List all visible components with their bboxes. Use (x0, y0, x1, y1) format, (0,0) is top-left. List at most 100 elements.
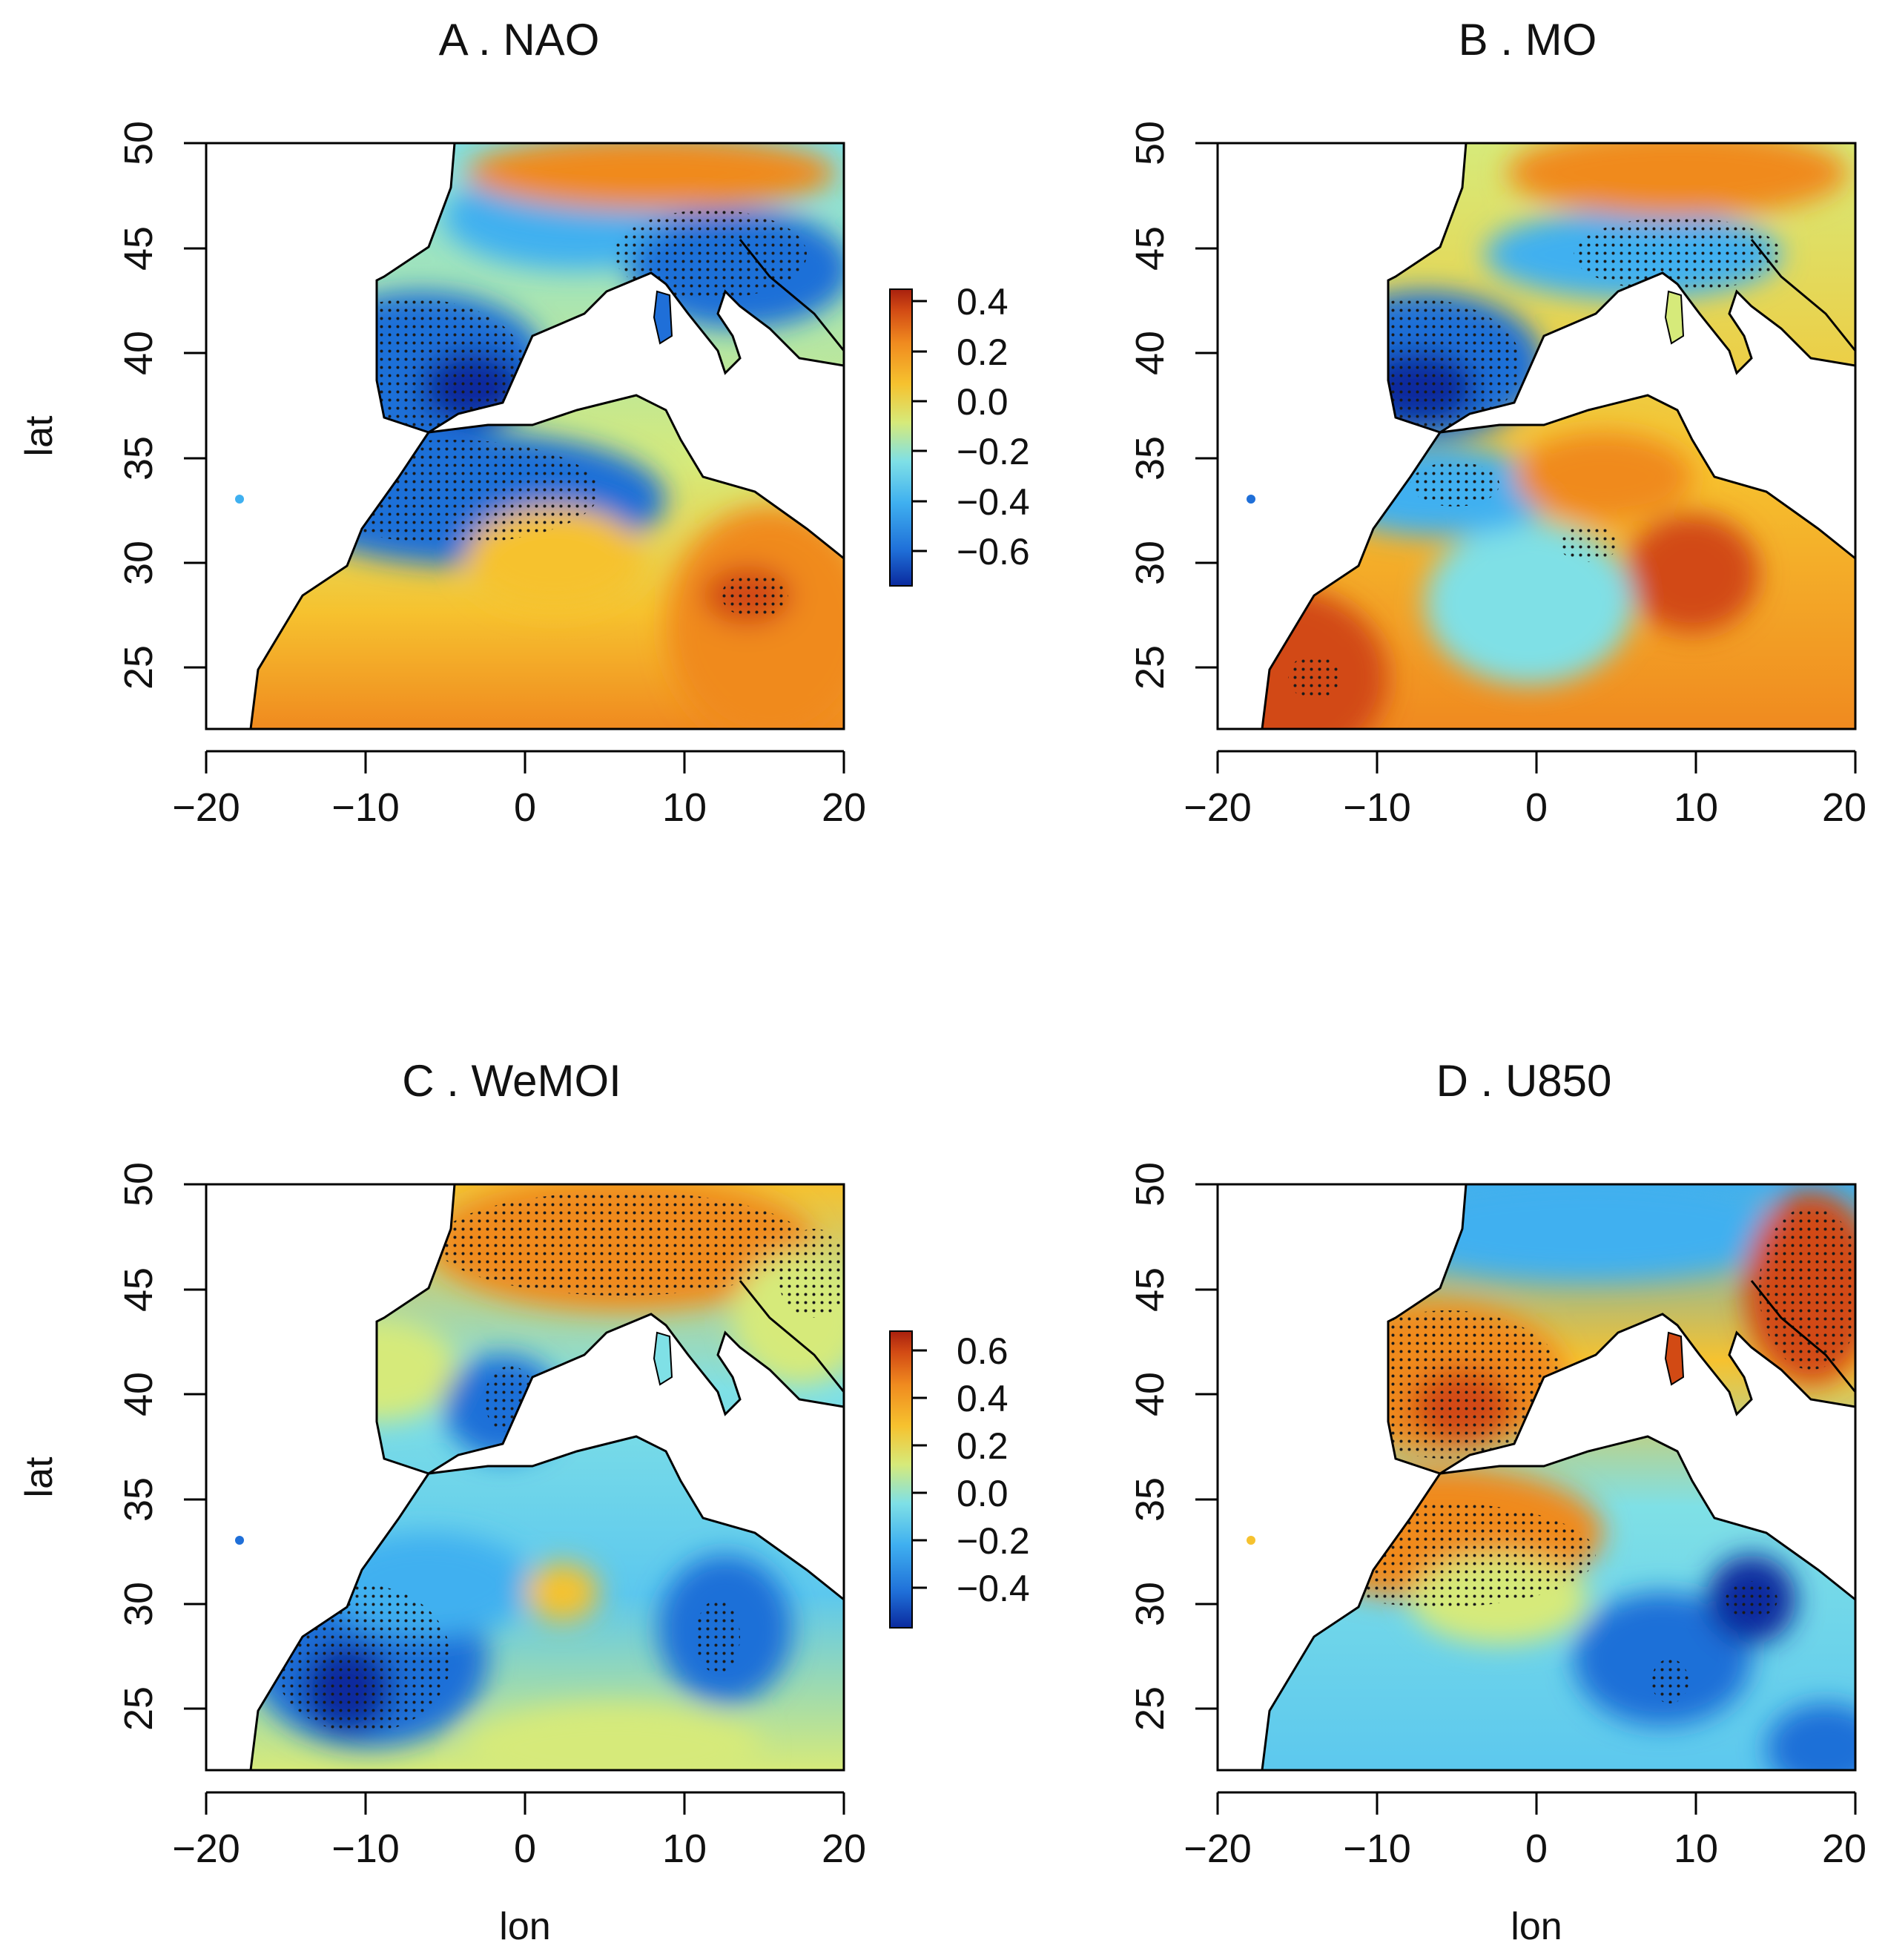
colorbar-tick-label: 0.0 (957, 1473, 1008, 1514)
y-axis-title: lat (18, 415, 61, 456)
y-tick-label: 45 (116, 226, 161, 271)
y-tick-label: 25 (116, 645, 161, 690)
y-tick-label: 30 (116, 1582, 161, 1626)
x-axis-title: lon (1511, 1905, 1562, 1948)
island-sardinia (1664, 290, 1685, 345)
stipple-france (436, 1192, 807, 1296)
y-axis: 25 30 35 40 45 50 (1128, 121, 1219, 729)
anomaly-libya (1625, 514, 1759, 633)
anomaly-algeria (1514, 432, 1692, 521)
x-tick-label: 20 (822, 1827, 866, 1871)
anomaly-france (1381, 1184, 1796, 1281)
y-tick-label: 25 (1128, 1686, 1172, 1731)
colorbar: 0.6 0.4 0.2 0.0 −0.2 −0.4 (889, 1330, 1030, 1629)
x-tick-label: −10 (331, 785, 400, 830)
panel-title: B . MO (1459, 15, 1597, 65)
x-tick-label: −20 (172, 785, 240, 830)
coast-italy (1750, 1280, 1855, 1393)
y-tick-label: 50 (1128, 1162, 1172, 1207)
panel-c: C . WeMOI (18, 1056, 1030, 1948)
y-tick-label: 45 (1128, 226, 1172, 271)
colorbar-tick-label: 0.2 (957, 331, 1008, 373)
x-tick-label: 10 (1674, 785, 1718, 830)
x-tick-label: 20 (822, 785, 866, 830)
stipple-algeria (1559, 525, 1618, 562)
x-tick-label: −20 (1184, 785, 1252, 830)
map-field (205, 142, 845, 730)
x-axis: −20 −10 0 10 20 (1184, 750, 1866, 830)
colorbar-tick-label: 0.4 (957, 281, 1008, 323)
mediterranean (428, 271, 844, 560)
map-field (1216, 1183, 1857, 1772)
island-canary (235, 1536, 244, 1545)
colorbar-tick-label: −0.6 (957, 531, 1030, 573)
anomaly-central-europe (1507, 143, 1848, 217)
colorbar-tick-label: −0.2 (957, 431, 1030, 472)
x-axis: −20 −10 0 10 20 lon (172, 1791, 866, 1948)
island-canary (1247, 495, 1255, 504)
y-tick-label: 45 (116, 1267, 161, 1312)
colorbar-tick-label: −0.4 (957, 1568, 1030, 1609)
y-tick-label: 40 (1128, 1372, 1172, 1416)
colorbar-tick-label: 0.2 (957, 1425, 1008, 1467)
colorbar-tick-label: 0.4 (957, 1378, 1008, 1419)
y-tick-label: 30 (1128, 541, 1172, 585)
anomaly-southeast (1766, 1703, 1855, 1770)
x-tick-label: −20 (172, 1827, 240, 1871)
x-tick-label: −10 (331, 1827, 400, 1871)
coast-italy (739, 1280, 844, 1393)
anomaly-sahara (1425, 521, 1633, 684)
stipple-italy (777, 1229, 844, 1318)
y-axis: 25 30 35 40 45 50 lat (18, 121, 208, 729)
island-canary (235, 495, 244, 504)
x-axis: −20 −10 0 10 20 (172, 750, 866, 830)
island-sardinia (653, 1331, 673, 1386)
panel-d: D . U850 (1128, 1056, 1866, 1948)
x-tick-label: 0 (514, 1827, 536, 1871)
x-tick-label: 10 (1674, 1827, 1718, 1871)
stipple-west-sahara (1288, 655, 1340, 699)
x-tick-label: 10 (662, 785, 707, 830)
x-tick-label: 10 (662, 1827, 707, 1871)
y-axis-title: lat (18, 1456, 61, 1497)
x-tick-label: 0 (1525, 1827, 1548, 1871)
y-tick-label: 30 (116, 541, 161, 585)
stipple-balkans (1759, 1207, 1855, 1370)
stipple-alps (614, 210, 807, 299)
y-axis: 25 30 35 40 45 50 (1128, 1162, 1219, 1770)
panel-b: B . MO (1128, 15, 1866, 830)
mediterranean (428, 1313, 844, 1601)
y-tick-label: 50 (116, 121, 161, 165)
y-tick-label: 40 (116, 331, 161, 375)
anomaly-libya (1574, 1592, 1752, 1726)
island-sardinia (1664, 1331, 1685, 1386)
x-axis: −20 −10 0 10 20 lon (1184, 1791, 1866, 1948)
colorbar-tick-label: 0.6 (957, 1330, 1008, 1372)
x-tick-label: −10 (1343, 1827, 1411, 1871)
anomaly-sahara-south (466, 1703, 762, 1770)
y-tick-label: 35 (1128, 1477, 1172, 1522)
stipple-libya (1726, 1581, 1777, 1618)
colorbar-ramp (889, 1330, 913, 1629)
y-tick-label: 30 (1128, 1582, 1172, 1626)
panel-title: A . NAO (439, 15, 600, 65)
mediterranean (1439, 1313, 1855, 1601)
anomaly-algeria (525, 1563, 599, 1622)
y-tick-label: 35 (116, 436, 161, 481)
island-canary (1247, 1536, 1255, 1545)
y-tick-label: 40 (116, 1372, 161, 1416)
x-axis-title: lon (499, 1905, 550, 1948)
y-axis: 25 30 35 40 45 50 lat (18, 1162, 208, 1770)
colorbar-tick-label: −0.4 (957, 481, 1030, 523)
y-tick-label: 50 (116, 1162, 161, 1207)
map-field (1216, 142, 1857, 730)
stipple-alps (1574, 217, 1781, 291)
y-tick-label: 25 (1128, 645, 1172, 690)
y-tick-label: 35 (116, 1477, 161, 1522)
x-tick-label: −10 (1343, 785, 1411, 830)
stipple-morocco (1410, 462, 1499, 507)
stipple-libya (722, 573, 788, 618)
x-tick-label: 0 (1525, 785, 1548, 830)
y-tick-label: 35 (1128, 436, 1172, 481)
